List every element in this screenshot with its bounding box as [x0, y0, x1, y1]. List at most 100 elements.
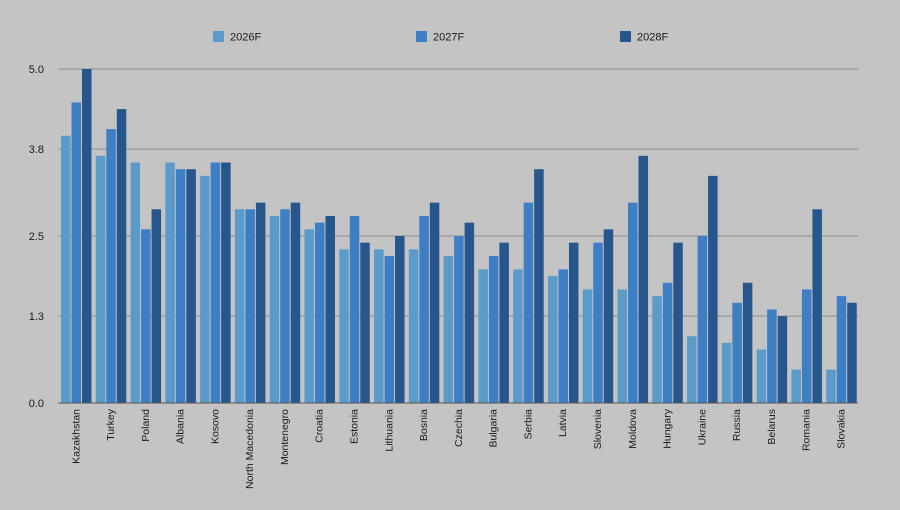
y-tick-label: 1.3: [29, 311, 44, 323]
legend-label: 2028F: [637, 32, 668, 44]
x-tick-label: Turkey: [105, 408, 117, 440]
y-axis-ticks: 0.0 1.3 2.5 3.8 5.0: [29, 64, 44, 410]
y-tick-label: 3.8: [29, 144, 44, 156]
bar-2028F-bulgaria: [499, 242, 509, 403]
bar-2026F-hungary: [652, 296, 662, 403]
bar-2027F-kosovo: [210, 162, 221, 403]
bar-2028F-moldova: [638, 155, 649, 403]
bar-2026F-serbia: [513, 269, 523, 403]
bar-2027F-turkey: [106, 129, 116, 403]
bar-2026F-north-macedonia: [234, 209, 245, 403]
x-tick-label: Czechia: [453, 409, 465, 447]
bar-2028F-ukraine: [708, 175, 718, 403]
x-tick-label: Montenegro: [279, 409, 291, 465]
bar-2028F-albania: [186, 169, 196, 403]
bar-2026F-czechia: [443, 256, 454, 403]
bar-2026F-latvia: [547, 276, 558, 403]
bar-2027F-estonia: [349, 215, 360, 403]
bar-2027F-hungary: [662, 282, 673, 403]
bar-2027F-ukraine: [697, 236, 708, 403]
bar-2027F-kazakhstan: [71, 102, 81, 404]
bar-2027F-russia: [732, 302, 742, 403]
x-tick-label: North Macedonia: [244, 409, 256, 489]
bar-2027F-poland: [141, 229, 151, 403]
bar-2026F-moldova: [617, 289, 628, 403]
bar-2028F-kosovo: [221, 162, 231, 403]
bar-2026F-kosovo: [200, 175, 210, 403]
legend: 2026F 2027F 2028F: [213, 31, 668, 44]
bar-2026F-slovakia: [826, 369, 836, 403]
x-tick-label: Romania: [801, 409, 813, 451]
x-tick-label: Slovenia: [592, 409, 604, 449]
bar-2028F-latvia: [568, 242, 579, 403]
y-tick-label: 0.0: [29, 398, 44, 410]
bar-2028F-croatia: [325, 215, 335, 403]
x-tick-label: Croatia: [314, 409, 326, 443]
y-tick-label: 2.5: [29, 231, 44, 243]
bar-2028F-kazakhstan: [82, 69, 92, 403]
bar-2027F-slovakia: [836, 296, 847, 403]
x-tick-label: Albania: [175, 409, 187, 444]
bar-2027F-montenegro: [280, 209, 290, 403]
bar-2028F-slovenia: [603, 229, 614, 403]
bar-2027F-albania: [175, 169, 186, 403]
bar-2028F-turkey: [116, 109, 127, 403]
x-tick-label: Serbia: [522, 409, 534, 440]
bar-2027F-slovenia: [593, 242, 603, 403]
legend-swatch: [213, 31, 224, 42]
bar-2027F-romania: [801, 289, 812, 403]
bar-2026F-turkey: [95, 155, 106, 403]
bar-2027F-bulgaria: [488, 256, 499, 403]
x-tick-label: Hungary: [662, 408, 674, 448]
x-axis-labels: Kazakhstan Turkey Poland Albania Kosovo North…: [70, 408, 847, 489]
bar-2027F-croatia: [314, 222, 325, 403]
x-tick-label: Lithuania: [383, 409, 395, 452]
x-tick-label: Moldova: [627, 409, 639, 449]
bar-2028F-czechia: [464, 222, 475, 403]
bar-2028F-poland: [151, 209, 162, 403]
legend-swatch: [416, 31, 427, 42]
bar-2026F-montenegro: [269, 215, 280, 403]
x-tick-label: Kazakhstan: [70, 409, 82, 464]
bar-2026F-slovenia: [582, 289, 593, 403]
bar-2026F-bulgaria: [478, 269, 488, 403]
x-tick-label: Poland: [140, 409, 152, 442]
bar-2026F-russia: [721, 342, 732, 403]
bar-2028F-slovakia: [847, 302, 857, 403]
bar-2028F-bosnia: [429, 202, 440, 403]
bar-2027F-lithuania: [384, 256, 395, 403]
x-tick-label: Russia: [731, 409, 743, 441]
bar-2027F-bosnia: [419, 215, 429, 403]
bars: [61, 69, 857, 404]
bar-2027F-czechia: [454, 236, 464, 403]
x-tick-label: Latvia: [557, 409, 569, 437]
bar-2027F-moldova: [628, 202, 638, 403]
bar-2028F-russia: [742, 282, 753, 403]
y-tick-label: 5.0: [29, 64, 44, 76]
bar-2026F-romania: [791, 369, 801, 403]
x-tick-label: Belarus: [766, 409, 778, 445]
bar-2026F-kazakhstan: [61, 135, 71, 404]
bar-2028F-north-macedonia: [255, 202, 266, 403]
x-tick-label: Slovakia: [835, 409, 847, 449]
bar-2028F-montenegro: [290, 202, 301, 403]
bar-2026F-albania: [165, 162, 175, 403]
bar-2027F-serbia: [523, 202, 534, 403]
bar-2026F-lithuania: [374, 249, 384, 403]
x-tick-label: Ukraine: [696, 409, 708, 445]
legend-swatch: [620, 31, 631, 42]
bar-2028F-hungary: [673, 242, 683, 403]
x-tick-label: Estonia: [349, 409, 361, 444]
bar-2027F-north-macedonia: [245, 209, 255, 403]
bar-2026F-poland: [130, 162, 141, 403]
bar-2026F-croatia: [304, 229, 314, 403]
bar-2026F-ukraine: [687, 336, 697, 403]
x-tick-label: Bosnia: [418, 409, 430, 441]
x-tick-label: Bulgaria: [488, 409, 500, 448]
legend-label: 2027F: [433, 32, 464, 44]
bar-2027F-belarus: [767, 309, 777, 403]
bar-2028F-romania: [812, 209, 822, 403]
bar-2027F-latvia: [558, 269, 568, 403]
bar-2026F-belarus: [756, 349, 767, 403]
